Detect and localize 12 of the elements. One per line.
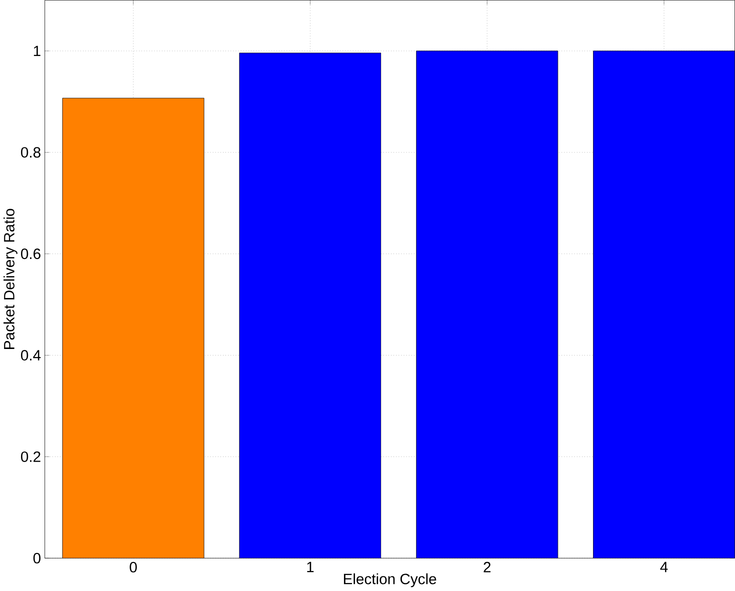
x-tick-label: 2 (484, 562, 490, 572)
x-axis-title: Election Cycle (344, 573, 436, 588)
y-tick-label: 0.2 (21, 452, 40, 462)
x-tick-label: 1 (307, 562, 314, 572)
x-tick-label: 4 (660, 562, 668, 572)
y-tick-label: 1 (34, 46, 40, 56)
y-axis-title: Packet Delivery Ratio (4, 208, 18, 350)
x-tick-label: 0 (130, 562, 137, 573)
y-tick-label: 0.6 (21, 248, 40, 260)
y-tick-label: 0.4 (21, 350, 41, 361)
y-tick-label: 0.8 (21, 147, 40, 158)
y-tick-label: 0 (33, 553, 40, 564)
